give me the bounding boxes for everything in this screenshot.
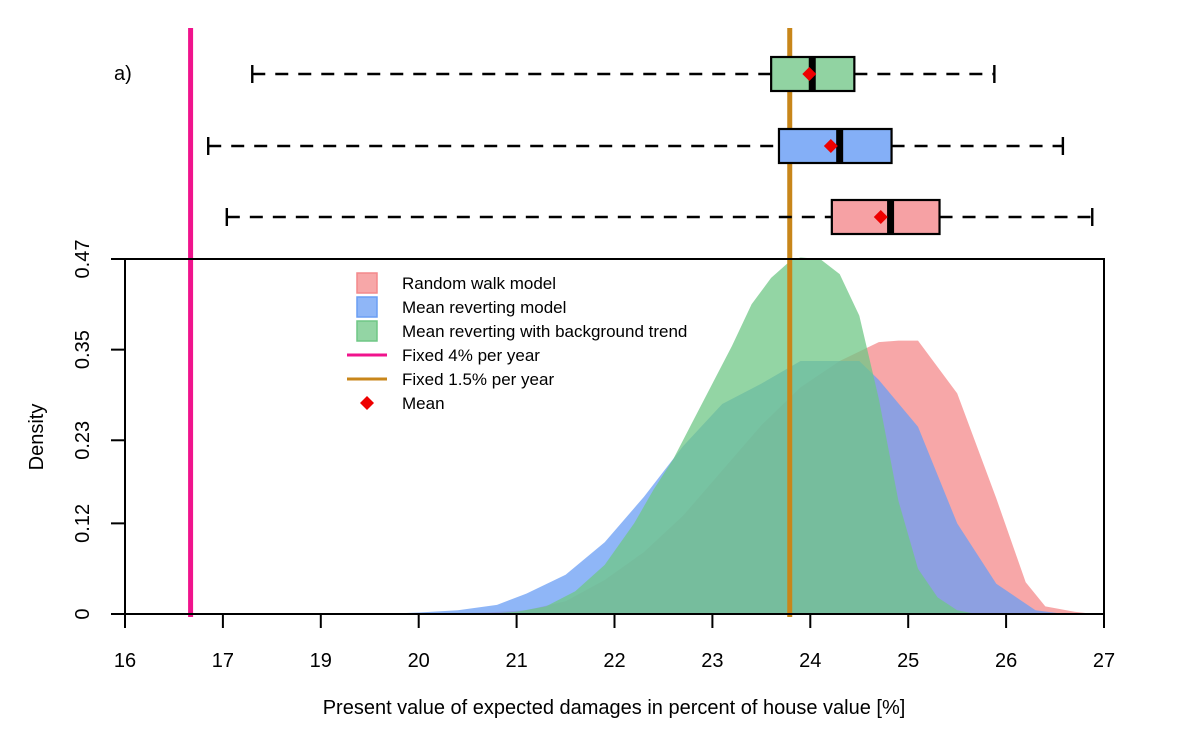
boxplot-mrbt [251,55,996,93]
legend-entry-fixed4: Fixed 4% per year [347,346,540,365]
legend-marker-mean [360,396,374,410]
legend-label-rw: Random walk model [402,274,556,293]
x-tick-label: 16 [114,650,136,672]
legend-entry-mr: Mean reverting model [356,296,566,318]
x-tick-label: 23 [701,650,723,672]
legend-entry-rw: Random walk model [356,272,556,294]
x-tick-label: 17 [212,650,234,672]
reference-lines [188,28,793,617]
y-tick-label: 0.12 [72,504,94,543]
x-tick-label: 22 [603,650,625,672]
panel-label: a) [114,63,132,85]
legend-swatch-rw [356,272,378,294]
legend: Random walk model Mean reverting model Mea… [347,272,687,413]
x-tick-label: 21 [505,650,527,672]
x-tick-label: 19 [310,650,332,672]
legend-label-mean: Mean [402,394,445,413]
y-tick-label: 0.23 [72,421,94,460]
boxplot-group [207,55,1094,236]
legend-entry-mean: Mean [360,394,445,413]
x-tick-label: 26 [995,650,1017,672]
x-axis-ticks: 16 17 19 20 21 22 23 24 25 26 27 [114,614,1115,672]
mean-marker-mrbt [802,67,817,81]
boxplot-rw [225,198,1094,236]
x-axis-title: Present value of expected damages in per… [323,697,906,719]
y-axis-title: Density [26,404,48,471]
density-area-mrbt [487,257,977,614]
mean-marker-rw [873,210,888,224]
legend-swatch-mr [356,296,378,318]
y-tick-label: 0.47 [72,240,94,279]
x-tick-label: 24 [799,650,821,672]
legend-label-mrbt: Mean reverting with background trend [402,322,687,341]
mean-marker-mr [823,139,838,153]
x-tick-label: 25 [897,650,919,672]
x-tick-label: 27 [1093,650,1115,672]
x-tick-label: 20 [408,650,430,672]
legend-entry-mrbt: Mean reverting with background trend [356,320,687,342]
legend-label-fixed15: Fixed 1.5% per year [402,370,554,389]
legend-swatch-mrbt [356,320,378,342]
legend-label-mr: Mean reverting model [402,298,566,317]
y-tick-label: 0 [72,608,94,619]
legend-entry-fixed15: Fixed 1.5% per year [347,370,554,389]
boxplot-mr [207,127,1065,165]
y-axis-ticks: 0 0.12 0.23 0.35 0.47 [72,240,125,620]
y-tick-label: 0.35 [72,330,94,369]
density-areas [379,257,1095,614]
legend-label-fixed4: Fixed 4% per year [402,346,540,365]
